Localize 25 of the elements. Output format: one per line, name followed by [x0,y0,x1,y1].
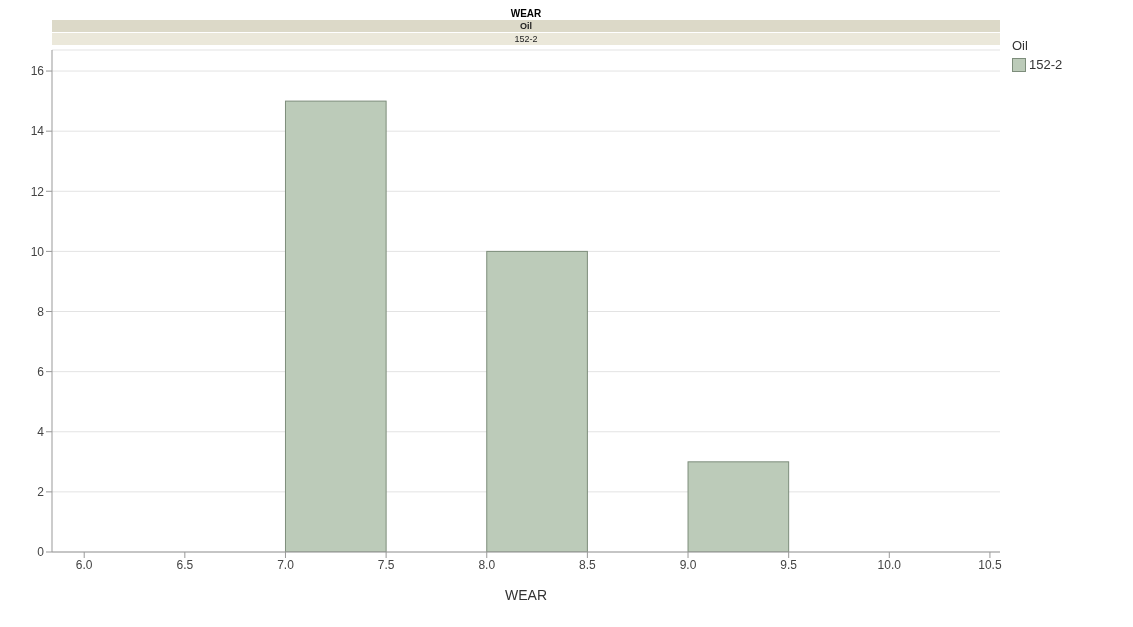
y-tick-label: 0 [37,545,45,560]
y-tick-label: 14 [30,124,45,139]
text: 152-2 [52,33,1000,46]
x-tick-label: 6.5 [176,557,194,572]
x-tick-label: 9.0 [679,557,697,572]
x-tick-label: 10.0 [877,557,902,572]
legend-label: 152-2 [1029,57,1063,72]
chart-subtitle: Oil [52,20,1000,33]
x-tick-label: 7.0 [277,557,295,572]
y-tick-label: 10 [30,244,45,259]
x-tick-label: 8.5 [579,557,597,572]
legend-title: Oil [1012,38,1029,53]
y-tick-label: 8 [37,304,45,319]
y-tick-label: 6 [37,364,45,379]
chart-title: WEAR [509,8,543,20]
y-tick-label: 16 [30,64,45,79]
x-tick-label: 10.5 [978,557,1002,572]
x-tick-label: 8.0 [478,557,496,572]
y-tick-label: 2 [37,485,45,500]
y-tick-label: 4 [37,425,45,440]
x-tick-label: 6.0 [75,557,93,572]
y-tick-label: 12 [30,184,45,199]
x-tick-label: 7.5 [377,557,395,572]
x-axis-title: WEAR [505,587,547,603]
x-tick-label: 9.5 [780,557,798,572]
